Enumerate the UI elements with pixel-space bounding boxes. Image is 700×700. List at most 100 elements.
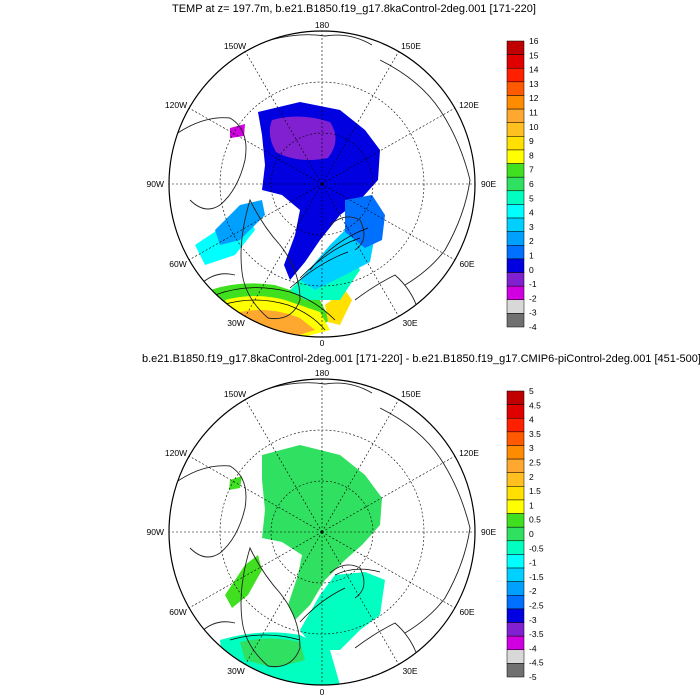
top-colorbar-label: -1	[529, 279, 537, 289]
bottom-colorbar-label: 3	[529, 443, 534, 453]
top-colorbar-swatch	[506, 217, 525, 232]
top-colorbar-swatch	[506, 67, 525, 83]
bottom-colorbar-label: 2	[529, 472, 534, 482]
bottom-colorbar-swatch	[506, 390, 525, 405]
bottom-colorbar-swatch	[506, 554, 525, 569]
top-colorbar-swatch	[506, 136, 525, 151]
bottom-colorbar-label: -1	[529, 558, 537, 568]
bottom-colorbar-label: 2.5	[529, 458, 541, 468]
top-lon-180: 180	[315, 20, 329, 30]
bottom-colorbar-label: -2.5	[529, 601, 544, 611]
top-field-baffin-purple	[230, 124, 245, 138]
top-colorbar-label: 3	[529, 222, 534, 232]
top-lon-30e: 30E	[402, 318, 417, 328]
top-colorbar-swatch	[506, 190, 525, 205]
bottom-lon-labels: 180 150W 150E 120W 120E 90W 90E 60W 60E …	[147, 368, 497, 697]
top-colorbar-swatch	[506, 299, 525, 314]
top-colorbar-swatch	[506, 81, 525, 96]
bottom-lon-180: 180	[315, 368, 329, 378]
top-polar-map: 180 150W 150E 120W 120E 90W 90E 60W 60E …	[147, 20, 539, 348]
top-lon-120w: 120W	[165, 100, 187, 110]
bottom-colorbar-swatch	[506, 649, 525, 664]
top-lon-120e: 120E	[459, 100, 479, 110]
bottom-colorbar-swatch	[506, 663, 525, 678]
bottom-lon-120w: 120W	[165, 448, 187, 458]
top-lon-60e: 60E	[459, 259, 474, 269]
bottom-colorbar-label: 3.5	[529, 429, 541, 439]
top-colorbar-label: 13	[529, 79, 539, 89]
top-map-title: TEMP at z= 197.7m, b.e21.B1850.f19_g17.8…	[172, 3, 536, 15]
top-colorbar-label: 8	[529, 150, 534, 160]
top-map-boundary	[168, 30, 476, 338]
bottom-colorbar-swatch	[506, 526, 525, 542]
bottom-colorbar-swatch	[506, 417, 525, 433]
top-lon-30w: 30W	[227, 318, 244, 328]
bottom-field-barents-aqua	[300, 572, 385, 650]
bottom-colorbar-swatch	[506, 472, 525, 487]
top-colorbar-label: 5	[529, 193, 534, 203]
top-colorbar-label: 7	[529, 165, 534, 175]
bottom-colorbar-swatch	[506, 567, 525, 582]
bottom-colorbar-swatch	[506, 431, 525, 446]
top-colorbar-label: 0	[529, 265, 534, 275]
top-colorbar-label: -2	[529, 293, 537, 303]
bottom-lon-60e: 60E	[459, 607, 474, 617]
bottom-colorbar-swatch	[506, 540, 525, 555]
bottom-colorbar-label: 0.5	[529, 515, 541, 525]
bottom-lon-30e: 30E	[402, 666, 417, 676]
bottom-lon-150e: 150E	[401, 389, 421, 399]
top-graticule	[169, 31, 475, 337]
bottom-colorbar-label: 4.5	[529, 400, 541, 410]
top-colorbar-label: 10	[529, 122, 539, 132]
bottom-colorbar-swatch	[506, 595, 525, 610]
bottom-colorbar-label: -3.5	[529, 629, 544, 639]
top-colorbar-swatch	[506, 231, 525, 246]
top-colorbar-label: 4	[529, 208, 534, 218]
top-colorbar-swatch	[506, 163, 525, 178]
top-colorbar-label: 16	[529, 36, 539, 46]
top-colorbar-swatch	[506, 108, 525, 123]
bottom-lon-0: 0	[320, 687, 325, 697]
top-field-central-purple	[269, 116, 336, 160]
top-colorbar-label: 6	[529, 179, 534, 189]
top-colorbar-label: 11	[529, 108, 538, 118]
top-colorbar-swatch	[506, 313, 525, 328]
bottom-colorbar-swatch	[506, 635, 525, 651]
top-field-kara-blue	[345, 195, 385, 248]
top-lon-150e: 150E	[401, 41, 421, 51]
bottom-lon-60w: 60W	[169, 607, 186, 617]
top-colorbar-swatch	[506, 204, 525, 219]
bottom-colorbar-label: -3	[529, 615, 537, 625]
top-lon-90w: 90W	[147, 179, 164, 189]
top-colorbar-swatch	[506, 258, 525, 273]
top-colorbar-label: 2	[529, 236, 534, 246]
bottom-field-labrador-green	[225, 555, 262, 608]
bottom-colorbar-swatch	[506, 622, 525, 637]
bottom-colorbar-label: 1.5	[529, 486, 541, 496]
bottom-colorbar-swatch	[506, 445, 525, 460]
top-colorbar-swatch	[506, 285, 525, 301]
bottom-colorbar-label: 5	[529, 386, 534, 396]
bottom-field-baffin-green	[229, 476, 242, 490]
top-colorbar-swatch	[506, 149, 525, 164]
bottom-colorbar-label: -1.5	[529, 572, 544, 582]
bottom-colorbar-label: 0	[529, 529, 534, 539]
bottom-polar-map: 180 150W 150E 120W 120E 90W 90E 60W 60E …	[147, 368, 544, 697]
bottom-map-field	[169, 382, 471, 685]
bottom-lon-90w: 90W	[147, 527, 164, 537]
top-lon-labels: 180 150W 150E 120W 120E 90W 90E 60W 60E …	[147, 20, 497, 348]
top-colorbar-swatch	[506, 54, 525, 69]
top-lon-150w: 150W	[224, 41, 246, 51]
top-lon-0: 0	[320, 338, 325, 348]
top-field-barents-lightblue	[300, 230, 375, 290]
bottom-colorbar-label: -2	[529, 586, 537, 596]
top-colorbar-swatch	[506, 40, 525, 55]
top-colorbar-swatch	[506, 95, 525, 110]
top-field-baffin-blue	[215, 200, 265, 245]
bottom-map-boundary	[168, 378, 476, 686]
bottom-colorbar-swatch	[506, 486, 525, 501]
top-colorbar-label: 1	[529, 251, 534, 261]
bottom-lon-90e: 90E	[481, 527, 496, 537]
top-colorbar-label: 12	[529, 93, 539, 103]
